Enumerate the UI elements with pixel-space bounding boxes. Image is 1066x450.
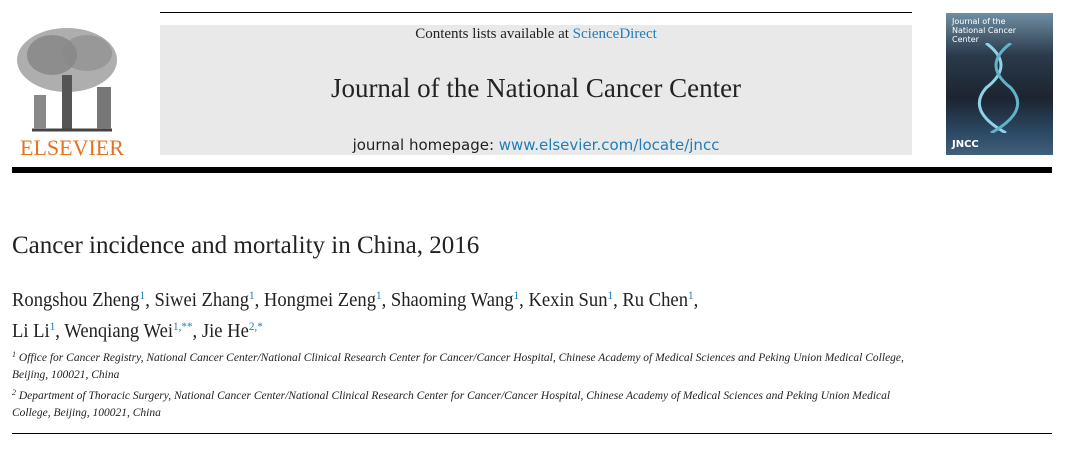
author-separator: , — [613, 289, 623, 311]
author-separator: , — [381, 289, 391, 311]
author[interactable]: Jie He — [201, 320, 249, 342]
author[interactable]: Hongmei Zeng — [263, 289, 377, 311]
author-affiliation-mark[interactable]: 1 — [513, 288, 520, 302]
author[interactable]: Kexin Sun — [528, 289, 608, 311]
author-separator: , — [192, 320, 202, 342]
author-affiliation-mark[interactable]: 1 — [607, 288, 614, 302]
cover-title: Journal of the National Cancer Center — [952, 17, 1017, 44]
journal-header-box — [160, 25, 912, 155]
author-affiliation-mark[interactable]: 1 — [249, 288, 255, 302]
dna-helix-graphic — [977, 43, 1020, 133]
author-separator: , — [55, 320, 65, 342]
elsevier-wordmark: ELSEVIER — [20, 135, 124, 160]
affiliation-text: Office for Cancer Registry, National Can… — [12, 352, 904, 381]
affiliation-item: 1 Office for Cancer Registry, National C… — [12, 346, 912, 384]
author-affiliation-mark[interactable]: 2,* — [248, 319, 263, 333]
cover-abbrev: JNCC — [952, 139, 979, 150]
bottom-rule — [12, 433, 1052, 434]
author-separator: , — [519, 289, 529, 311]
author[interactable]: Li Li — [12, 320, 50, 342]
affiliation-number: 2 — [12, 388, 16, 397]
author[interactable]: Shaoming Wang — [390, 289, 514, 311]
author-affiliation-mark[interactable]: 1,** — [173, 319, 193, 333]
author-affiliation-mark[interactable]: 1 — [376, 288, 382, 302]
author-separator: , — [693, 289, 699, 311]
author[interactable]: Siwei Zhang — [154, 289, 250, 311]
header-rule — [12, 167, 1052, 173]
author[interactable]: Ru Chen — [622, 289, 688, 311]
author-separator: , — [145, 289, 155, 311]
homepage-prefix: journal homepage: — [352, 136, 499, 154]
author-affiliation-mark[interactable]: 1 — [49, 319, 56, 333]
affiliation-text: Department of Thoracic Surgery, National… — [12, 390, 891, 419]
affiliation-item: 2 Department of Thoracic Surgery, Nation… — [12, 384, 912, 422]
sciencedirect-link[interactable]: ScienceDirect — [572, 26, 657, 42]
author[interactable]: Wenqiang Wei — [64, 320, 174, 342]
author-affiliation-mark[interactable]: 1 — [687, 288, 694, 302]
article-title: Cancer incidence and mortality in China,… — [12, 232, 480, 259]
contents-prefix: Contents lists available at — [415, 26, 573, 42]
affiliations: 1 Office for Cancer Registry, National C… — [12, 346, 912, 422]
affiliation-number: 1 — [12, 350, 16, 359]
contents-line: Contents lists available at ScienceDirec… — [160, 26, 912, 43]
homepage-link[interactable]: www.elsevier.com/locate/jncc — [498, 136, 720, 154]
author-list: Rongshou Zheng1, Siwei Zhang1, Hongmei Z… — [12, 282, 849, 344]
elsevier-tree-logo — [12, 25, 132, 157]
author-separator: , — [254, 289, 264, 311]
journal-cover-image: Journal of the National Cancer Center JN… — [946, 13, 1053, 155]
author-affiliation-mark[interactable]: 1 — [139, 288, 146, 302]
top-rule — [160, 12, 912, 13]
journal-title: Journal of the National Cancer Center — [330, 73, 742, 103]
homepage-line: journal homepage: www.elsevier.com/locat… — [160, 136, 912, 154]
author[interactable]: Rongshou Zheng — [12, 289, 140, 311]
